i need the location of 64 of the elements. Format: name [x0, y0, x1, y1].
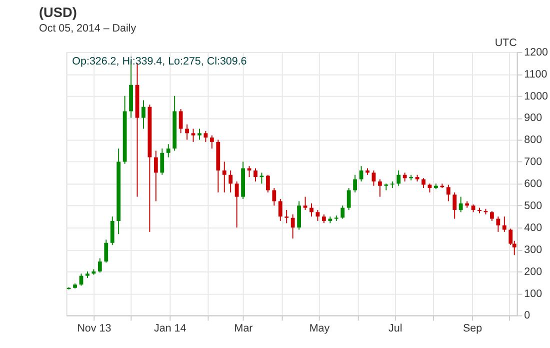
y-tick-label: 1200: [524, 46, 548, 58]
candlestick: [346, 188, 351, 210]
candlestick: [446, 184, 450, 202]
candlestick: [353, 174, 357, 193]
candlestick: [266, 174, 270, 193]
y-tick-label: 700: [524, 156, 542, 168]
candlestick: [490, 210, 494, 222]
x-tick-label: Jul: [388, 322, 402, 334]
candlestick: [284, 209, 289, 224]
y-tick-label: 500: [524, 200, 542, 212]
y-tick-label: 1000: [524, 90, 548, 102]
candlestick: [458, 196, 463, 213]
y-tick-label: 400: [524, 222, 542, 234]
y-tick-label: 900: [524, 112, 542, 124]
candlestick: [452, 192, 457, 220]
candlestick: [378, 178, 382, 198]
y-tick-label: 1100: [524, 68, 548, 80]
candlestick: [154, 150, 158, 202]
candlestick: [372, 170, 376, 186]
candlestick: [272, 188, 276, 206]
candlestick: [303, 196, 308, 210]
candlestick: [260, 172, 264, 184]
candlestick: [310, 202, 314, 218]
candlestick: [185, 124, 189, 140]
y-tick-label: 300: [524, 244, 542, 256]
y-tick-label: 600: [524, 178, 542, 190]
candlestick: [340, 205, 345, 220]
x-tick-label: May: [309, 322, 330, 334]
candlestick: [191, 128, 196, 142]
x-tick-label: Mar: [234, 322, 254, 334]
candlestick: [228, 170, 233, 193]
x-tick-label: Nov 13: [77, 322, 112, 334]
text: UTC: [494, 37, 518, 50]
candlestick: [290, 214, 295, 239]
candlestick: [359, 166, 364, 182]
candlestick: [166, 144, 170, 158]
y-tick-label: 200: [524, 266, 542, 278]
annotation: Op:326.2, Hi:339.4, Lo:275, Cl:309.6: [72, 56, 247, 68]
x-tick-label: Sep: [462, 322, 482, 334]
candlestick: [178, 108, 183, 134]
candlestick: [316, 209, 320, 222]
candlestick: [98, 258, 102, 273]
candlestick: [396, 170, 401, 186]
candlestick: [254, 168, 258, 182]
candlestick: [210, 134, 214, 150]
candlestick: [234, 180, 239, 228]
y-tick-label: 0: [524, 310, 530, 322]
y-tick-label: 800: [524, 134, 542, 146]
candlestick: [502, 216, 506, 232]
candlestick: [142, 100, 146, 130]
candlestick: [104, 239, 108, 264]
candlestick: [204, 130, 208, 142]
candlestick: [160, 148, 164, 176]
candlestick: [278, 198, 282, 222]
chart-title: (USD): [39, 4, 77, 20]
candlestick: [110, 216, 114, 246]
x-tick-label: Jan 14: [154, 322, 186, 334]
candlestick: [422, 178, 426, 189]
y-tick-label: 100: [524, 288, 542, 300]
chart-subtitle: Oct 05, 2014 – Daily: [39, 22, 137, 35]
candlestick: [198, 128, 202, 140]
candlestick: [496, 216, 500, 232]
candlestick: [222, 161, 226, 193]
candlestick: [297, 200, 301, 230]
